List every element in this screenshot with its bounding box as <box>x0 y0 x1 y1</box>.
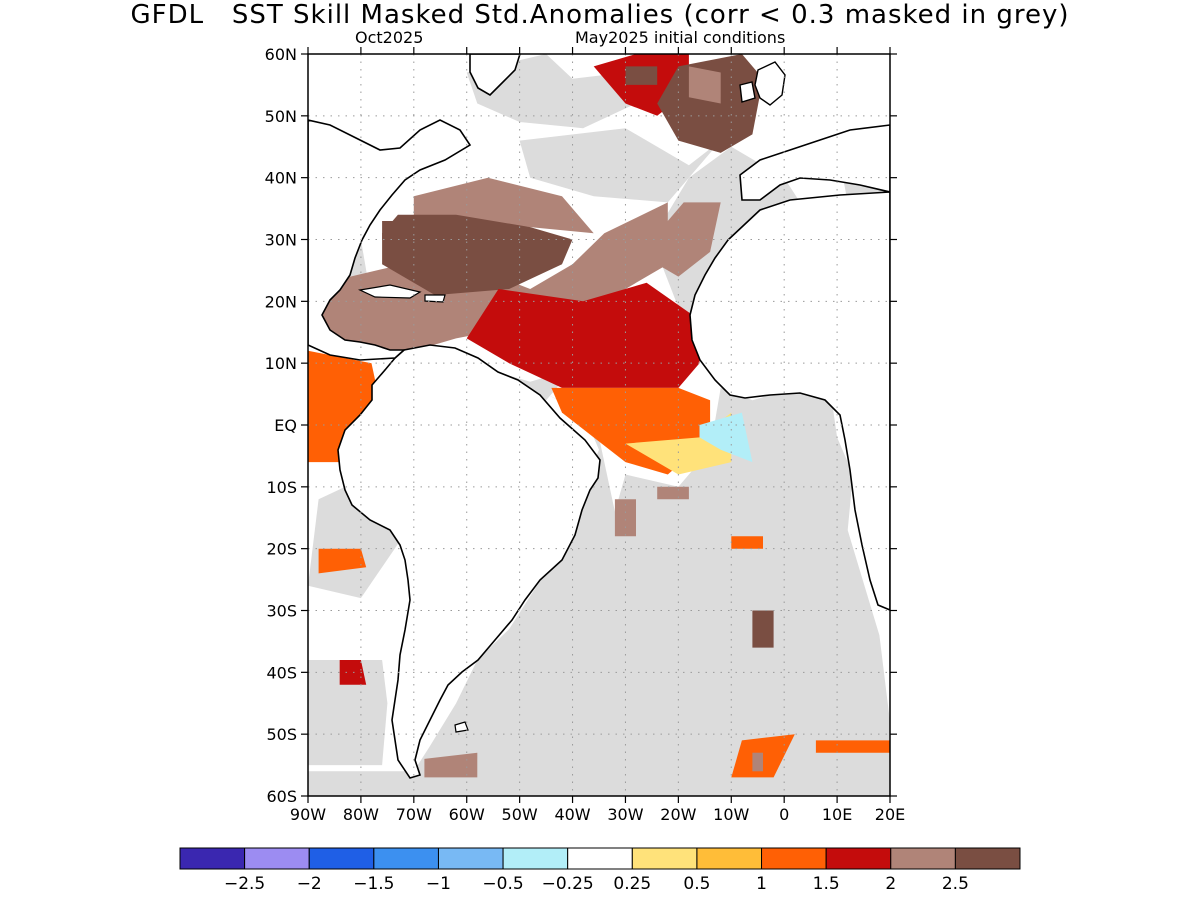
colorbar-swatch <box>631 847 698 870</box>
lat-label: 20S <box>266 540 297 559</box>
anomaly-region-22 <box>752 610 774 648</box>
anomaly-region-18 <box>731 734 795 778</box>
colorbar-swatch <box>179 847 246 870</box>
south-america-land <box>337 344 601 779</box>
lat-label: 60S <box>266 787 297 806</box>
masked-region-1 <box>519 128 721 203</box>
colorbar-label: 0.25 <box>613 874 651 894</box>
lat-label: EQ <box>274 416 297 435</box>
colorbar-swatch <box>244 847 310 870</box>
anomaly-region-3 <box>382 214 573 296</box>
colorbar-label: 1 <box>756 874 767 894</box>
initial-conditions-label: May2025 initial conditions <box>575 28 786 47</box>
lon-label: 0 <box>779 805 789 824</box>
anomaly-region-5 <box>477 227 510 252</box>
lon-label: 10E <box>822 805 852 824</box>
british-isles-land <box>739 61 786 106</box>
north-america-land <box>308 119 472 361</box>
caribbean-islands <box>357 284 446 303</box>
lat-label: 40N <box>265 169 297 188</box>
map-title: GFDL SST Skill Masked Std.Anomalies (cor… <box>130 0 1070 30</box>
anomaly-region-24 <box>731 536 763 549</box>
anomaly-region-23 <box>424 752 478 778</box>
land-layer <box>308 54 890 779</box>
masked-region-6 <box>308 660 388 766</box>
anomaly-region-19 <box>752 752 763 772</box>
anomaly-region-12 <box>657 54 763 153</box>
anomaly-region-6 <box>466 282 700 388</box>
colorbar-swatch <box>825 847 892 870</box>
forecast-month-label: Oct2025 <box>355 28 424 47</box>
lon-label: 10W <box>713 805 749 824</box>
colorbar-swatch <box>567 847 633 870</box>
lon-label: 20W <box>660 805 696 824</box>
lon-label: 80W <box>343 805 379 824</box>
colorbar-swatch <box>308 847 375 870</box>
africa-land <box>689 191 890 611</box>
colorbar-label: −0.25 <box>542 874 594 894</box>
colorbar-label: −1.5 <box>353 874 394 894</box>
anomaly-region-13 <box>688 66 721 104</box>
anomaly-region-17 <box>614 499 636 537</box>
anomaly-region-2 <box>657 202 721 277</box>
lat-label: 10N <box>265 354 297 373</box>
lat-label: 10S <box>266 478 297 497</box>
masked-region-5 <box>308 387 890 796</box>
colorbar-label: −1 <box>426 874 451 894</box>
colorbar-swatch <box>502 847 569 870</box>
europe-land <box>739 124 890 201</box>
colorbar-label: 0.5 <box>683 874 710 894</box>
colorbar-label: 2 <box>885 874 896 894</box>
lon-label: 40W <box>554 805 590 824</box>
anomaly-region-16 <box>339 660 367 685</box>
colorbar-swatch <box>761 847 827 870</box>
lat-label: 30S <box>266 602 297 621</box>
lon-label: 50W <box>502 805 538 824</box>
colorbar-swatch <box>437 847 504 870</box>
colorbar: −2.5 −2 −1.5 −1 −0.5 −0.25 0.25 0.5 1 1.5 2 2.5 <box>179 847 1021 894</box>
colorbar-swatch <box>890 847 956 870</box>
lat-label: 40S <box>266 663 297 682</box>
lon-label: 60W <box>449 805 485 824</box>
lat-label: 50S <box>266 725 297 744</box>
lat-label: 60N <box>265 45 297 64</box>
colorbar-label: −2.5 <box>224 874 265 894</box>
lon-label: 90W <box>290 805 326 824</box>
colorbar-label: −0.5 <box>482 874 523 894</box>
colorbar-label: 2.5 <box>942 874 969 894</box>
anomaly-region-11 <box>625 66 658 85</box>
anomaly-region-9 <box>699 412 753 463</box>
anomaly-region-15 <box>318 548 367 574</box>
anomaly-region-20 <box>815 740 890 753</box>
anomaly-region-21 <box>657 486 689 500</box>
lat-label: 30N <box>265 231 297 250</box>
colorbar-label: −2 <box>297 874 322 894</box>
lat-label: 20N <box>265 292 297 311</box>
colorbar-swatch <box>373 847 439 870</box>
axis-ticks: 60N 50N 40N 30N 20N 10N EQ 10S 20S 30S 40S 50S 60S90… <box>265 45 906 824</box>
colorbar-swatch <box>696 847 763 870</box>
lon-label: 20E <box>875 805 905 824</box>
lat-label: 50N <box>265 107 297 126</box>
greenland-land <box>469 54 521 97</box>
lon-label: 30W <box>607 805 643 824</box>
falkland-islands <box>454 721 469 733</box>
colorbar-swatch <box>954 847 1021 870</box>
lon-label: 70W <box>396 805 432 824</box>
anomaly-layer <box>308 54 890 778</box>
anomaly-region-8 <box>625 412 732 475</box>
colorbar-label: 1.5 <box>813 874 840 894</box>
anomaly-region-4 <box>382 221 414 240</box>
